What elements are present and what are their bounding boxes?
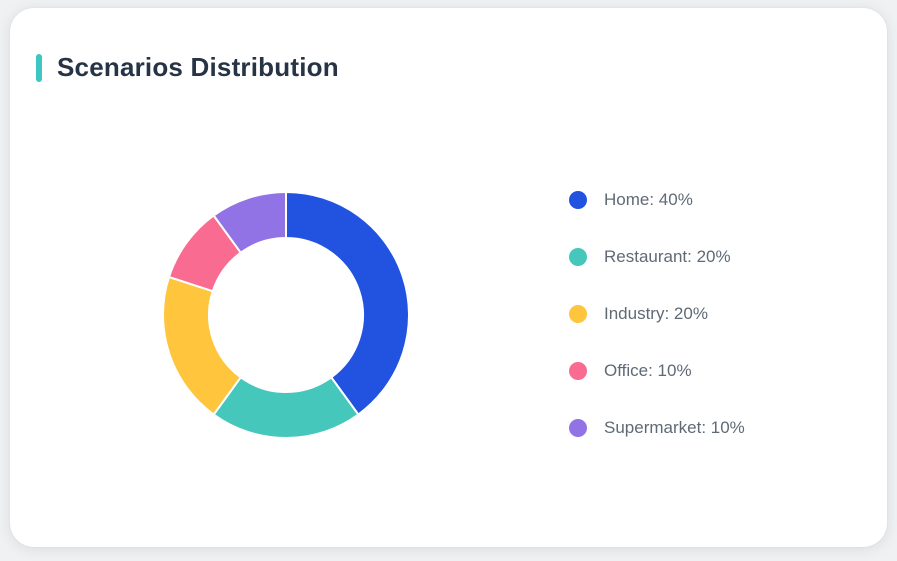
legend-label-office: Office: 10% <box>604 361 692 380</box>
legend-dot-supermarket <box>569 419 587 437</box>
legend-label-home: Home: 40% <box>604 190 693 209</box>
title-accent-bar <box>36 53 42 82</box>
donut-segment-restaurant[interactable] <box>212 376 360 439</box>
donut-chart <box>162 191 410 439</box>
legend-item-office[interactable]: Office: 10% <box>569 359 745 383</box>
legend-label-supermarket: Supermarket: 10% <box>604 418 745 437</box>
donut-segment-industry[interactable] <box>162 275 242 416</box>
legend-dot-office <box>569 362 587 380</box>
donut-segment-home[interactable] <box>285 191 410 416</box>
legend-dot-industry <box>569 305 587 323</box>
donut-segment-supermarket[interactable] <box>212 191 287 254</box>
page-title: Scenarios Distribution <box>57 52 339 82</box>
legend-dot-restaurant <box>569 248 587 266</box>
chart-legend: Home: 40% Restaurant: 20% Industry: 20% … <box>569 188 745 440</box>
legend-item-home[interactable]: Home: 40% <box>569 188 745 212</box>
card-header: Scenarios Distribution <box>36 52 339 83</box>
legend-item-supermarket[interactable]: Supermarket: 10% <box>569 416 745 440</box>
legend-dot-home <box>569 191 587 209</box>
legend-item-restaurant[interactable]: Restaurant: 20% <box>569 245 745 269</box>
scenarios-distribution-card: Scenarios Distribution Home: 40% Restaur… <box>10 8 887 547</box>
legend-item-industry[interactable]: Industry: 20% <box>569 302 745 326</box>
legend-label-industry: Industry: 20% <box>604 304 708 323</box>
legend-label-restaurant: Restaurant: 20% <box>604 247 731 266</box>
